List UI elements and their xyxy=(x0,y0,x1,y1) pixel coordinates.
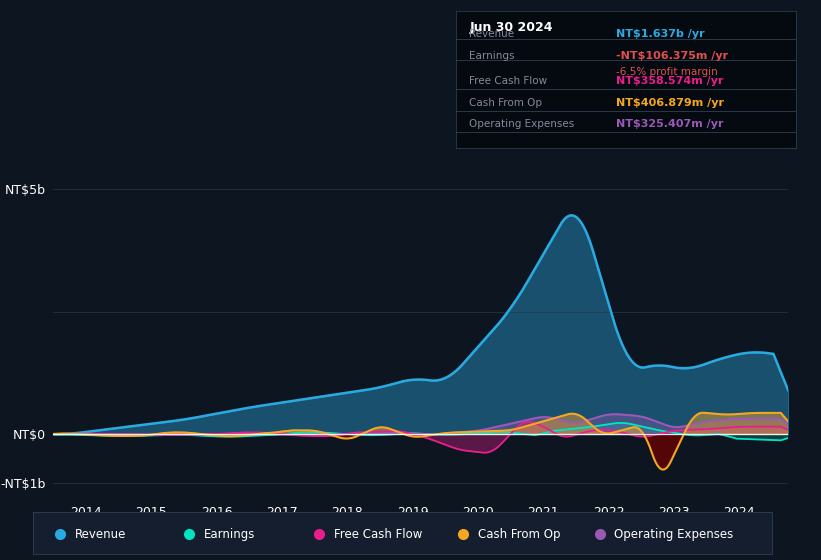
Text: Operating Expenses: Operating Expenses xyxy=(470,119,575,129)
Text: Free Cash Flow: Free Cash Flow xyxy=(333,528,422,541)
Text: Revenue: Revenue xyxy=(470,29,515,39)
Text: -NT$106.375m /yr: -NT$106.375m /yr xyxy=(616,50,728,60)
Text: NT$406.879m /yr: NT$406.879m /yr xyxy=(616,98,724,108)
Text: NT$325.407m /yr: NT$325.407m /yr xyxy=(616,119,723,129)
Text: NT$1.637b /yr: NT$1.637b /yr xyxy=(616,29,704,39)
Text: Revenue: Revenue xyxy=(75,528,126,541)
Text: NT$358.574m /yr: NT$358.574m /yr xyxy=(616,76,723,86)
Text: Operating Expenses: Operating Expenses xyxy=(614,528,734,541)
Text: Earnings: Earnings xyxy=(204,528,255,541)
Text: Jun 30 2024: Jun 30 2024 xyxy=(470,21,553,34)
Text: Cash From Op: Cash From Op xyxy=(478,528,560,541)
Text: Free Cash Flow: Free Cash Flow xyxy=(470,76,548,86)
Text: Cash From Op: Cash From Op xyxy=(470,98,543,108)
Text: Earnings: Earnings xyxy=(470,50,515,60)
Text: -6.5% profit margin: -6.5% profit margin xyxy=(616,67,718,77)
